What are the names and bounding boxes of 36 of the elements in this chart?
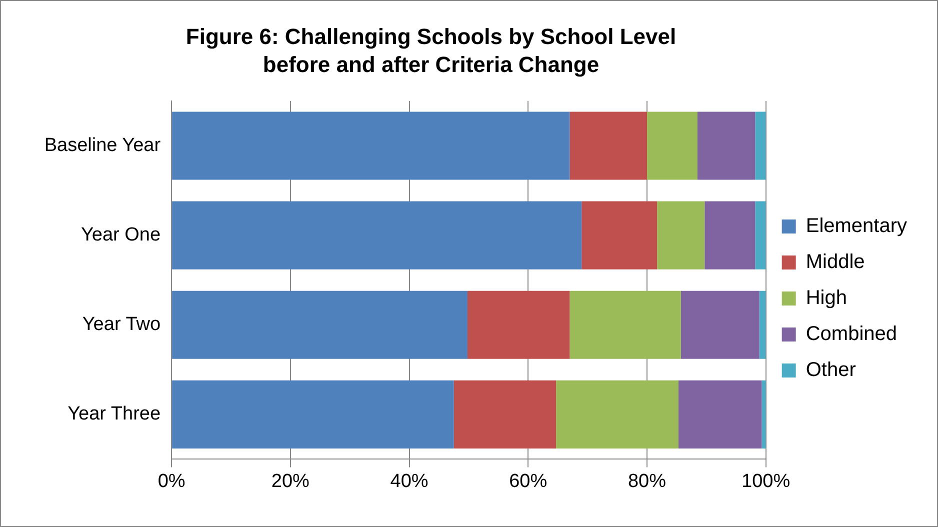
bar — [172, 290, 468, 359]
bar — [556, 380, 678, 448]
chart-title: Figure 6: Challenging Schools by School Level before and after Criteria Change — [184, 23, 678, 79]
y-tick-label: Year Two — [82, 314, 161, 336]
x-tick-label: 20% — [271, 470, 310, 492]
y-tick-label: Year One — [80, 224, 161, 246]
bar — [570, 112, 647, 180]
legend-label: High — [806, 287, 847, 310]
x-tick-label: 100% — [742, 470, 790, 492]
bar — [762, 380, 766, 448]
bar — [698, 112, 756, 180]
bar — [468, 290, 570, 359]
bar — [454, 380, 556, 448]
x-tick-label: 60% — [509, 470, 548, 492]
bar — [704, 201, 756, 270]
bar — [755, 112, 766, 180]
bar — [759, 290, 766, 359]
legend-label: Elementary — [806, 215, 908, 238]
x-tick-label: 40% — [390, 470, 428, 492]
bar — [755, 201, 766, 270]
bar — [172, 201, 582, 270]
bar — [172, 112, 570, 180]
legend-label: Other — [806, 359, 856, 382]
bar — [646, 112, 698, 180]
x-tick-label: 80% — [628, 470, 666, 492]
legend-label: Combined — [806, 323, 898, 346]
bar — [657, 201, 705, 270]
x-tick-label: 0% — [158, 470, 186, 492]
bar — [172, 380, 454, 448]
bar — [678, 380, 762, 448]
y-tick-label: Year Three — [68, 404, 161, 425]
legend-label: Middle — [806, 251, 865, 274]
bar — [582, 201, 658, 270]
bar — [680, 290, 760, 359]
y-tick-label: Baseline Year — [44, 135, 162, 156]
bar — [570, 290, 681, 359]
